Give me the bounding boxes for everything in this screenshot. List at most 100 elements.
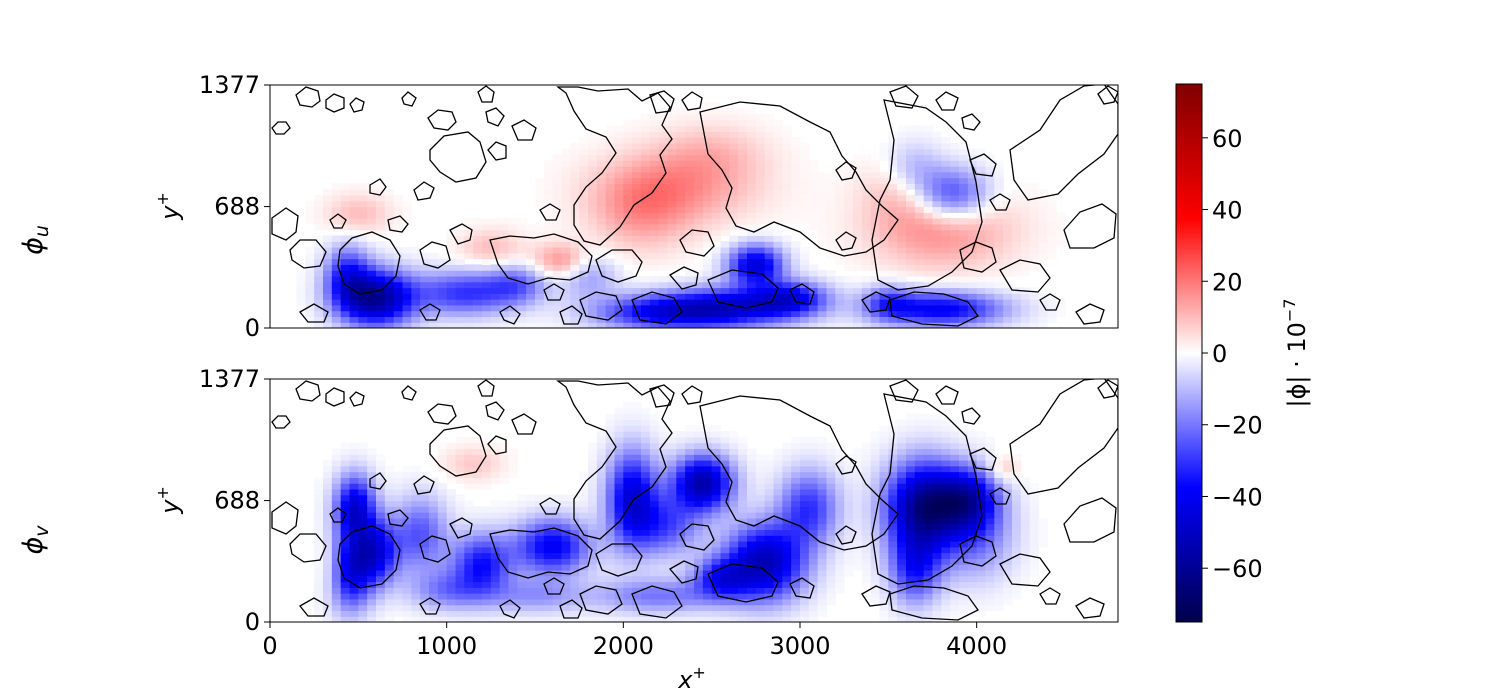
- heatmap-cell: [923, 564, 934, 571]
- heatmap-cell: [976, 275, 987, 283]
- heatmap-cell: [376, 200, 386, 208]
- heatmap-cell: [535, 569, 545, 577]
- heatmap-cell: [967, 310, 978, 318]
- heatmap-cell: [861, 177, 872, 184]
- heatmap-cell: [967, 218, 978, 225]
- heatmap-cell: [455, 512, 465, 519]
- heatmap-cell: [340, 523, 351, 531]
- heatmap-cell: [570, 512, 580, 519]
- heatmap-cell: [623, 252, 633, 260]
- heatmap-cell: [658, 488, 669, 496]
- heatmap-cell: [641, 148, 651, 156]
- heatmap-cell: [694, 160, 704, 167]
- heatmap-cell: [914, 546, 925, 554]
- heatmap-cell: [773, 229, 783, 237]
- heatmap-cell: [994, 258, 1004, 265]
- heatmap-cell: [914, 575, 925, 583]
- heatmap-cell: [473, 218, 483, 225]
- heatmap-cell: [1020, 529, 1031, 536]
- heatmap-cell: [588, 189, 598, 196]
- heatmap-cell: [738, 460, 748, 467]
- heatmap-cell: [764, 564, 775, 571]
- heatmap-cell: [340, 564, 351, 571]
- heatmap-cell: [358, 442, 368, 450]
- heatmap-cell: [323, 535, 333, 542]
- heatmap-cell: [897, 171, 907, 179]
- heatmap-cell: [906, 299, 916, 306]
- heatmap-cell: [853, 552, 863, 559]
- heatmap-cell: [367, 448, 377, 455]
- heatmap-cell: [835, 541, 845, 548]
- heatmap-cell: [667, 218, 677, 225]
- heatmap-cell: [376, 569, 386, 577]
- heatmap-cell: [455, 581, 465, 588]
- heatmap-cell: [976, 500, 987, 507]
- heatmap-cell: [1047, 229, 1057, 237]
- heatmap-cell: [685, 293, 695, 300]
- heatmap-cell: [694, 564, 704, 571]
- heatmap-cell: [773, 448, 783, 455]
- heatmap-cell: [579, 247, 589, 254]
- heatmap-cell: [808, 287, 819, 294]
- heatmap-cell: [596, 212, 607, 219]
- heatmap-cell: [649, 483, 660, 490]
- heatmap-cell: [950, 610, 960, 617]
- heatmap-cell: [508, 575, 518, 583]
- heatmap-cell: [499, 322, 510, 328]
- heatmap-cell: [711, 517, 722, 525]
- heatmap-cell: [738, 316, 748, 323]
- heatmap-cell: [517, 287, 527, 294]
- heatmap-cell: [641, 541, 651, 548]
- heatmap-cell: [808, 529, 819, 536]
- heatmap-cell: [729, 171, 739, 179]
- heatmap-cell: [853, 200, 863, 208]
- heatmap-cell: [358, 564, 368, 571]
- heatmap-cell: [808, 177, 819, 184]
- heatmap-cell: [429, 558, 439, 565]
- heatmap-cell: [835, 454, 845, 461]
- heatmap-cell: [314, 212, 324, 219]
- heatmap-cell: [376, 558, 386, 565]
- heatmap-cell: [711, 558, 722, 565]
- heatmap-cell: [685, 119, 695, 127]
- heatmap-cell: [517, 517, 527, 525]
- heatmap-cell: [1012, 477, 1022, 484]
- heatmap-cell: [844, 275, 854, 283]
- heatmap-cell: [941, 252, 951, 260]
- heatmap-cell: [437, 564, 448, 571]
- heatmap-cell: [323, 569, 333, 577]
- heatmap-cell: [596, 431, 607, 438]
- heatmap-cell: [897, 160, 907, 167]
- heatmap-cell: [508, 546, 518, 554]
- heatmap-cell: [879, 535, 889, 542]
- heatmap-cell: [358, 569, 368, 577]
- heatmap-cell: [490, 241, 501, 248]
- heatmap-cell: [950, 535, 960, 542]
- heatmap-cell: [464, 287, 474, 294]
- heatmap-cell: [729, 108, 739, 115]
- heatmap-cell: [517, 546, 527, 554]
- heatmap-cell: [349, 471, 359, 478]
- heatmap-cell: [817, 189, 828, 196]
- heatmap-cell: [994, 223, 1004, 231]
- heatmap-cell: [482, 465, 492, 473]
- heatmap-cell: [967, 206, 978, 213]
- heatmap-cell: [658, 218, 669, 225]
- heatmap-cell: [738, 281, 748, 289]
- heatmap-cell: [897, 610, 907, 617]
- heatmap-cell: [879, 171, 889, 179]
- y-tick-label: 1377: [199, 71, 260, 99]
- heatmap-cell: [429, 517, 439, 525]
- heatmap-cell: [314, 477, 324, 484]
- heatmap-cell: [579, 610, 589, 617]
- heatmap-cell: [623, 587, 633, 594]
- heatmap-cell: [402, 299, 412, 306]
- heatmap-cell: [835, 194, 845, 202]
- heatmap-cell: [367, 610, 377, 617]
- heatmap-cell: [614, 235, 624, 242]
- heatmap-cell: [720, 587, 730, 594]
- heatmap-cell: [826, 310, 836, 318]
- heatmap-cell: [773, 264, 783, 271]
- heatmap-cell: [508, 258, 518, 265]
- heatmap-cell: [773, 494, 783, 502]
